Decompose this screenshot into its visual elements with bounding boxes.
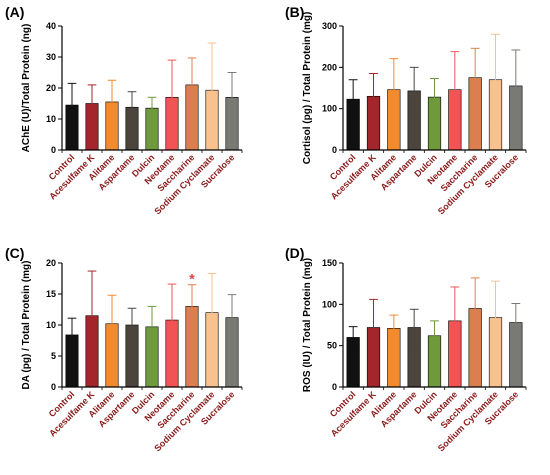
panel-letter: (B): [285, 4, 304, 20]
y-tick-label: 0: [332, 382, 337, 392]
chart-panel-4: (D)ROS (IU) / Total Protein (mg)ControlA…: [285, 245, 527, 453]
panel-letter: (A): [5, 4, 24, 20]
chart-panel-2: (B)Cortisol (pg) / Total Protein (mg)Con…: [285, 4, 527, 216]
chart-panel-1: (A)AChE (U)/Total Protein (ng)ControlAce…: [5, 4, 243, 216]
y-tick-label: 40: [46, 21, 56, 31]
y-tick-label: 20: [46, 258, 56, 268]
y-tick-label: 50: [327, 341, 337, 351]
y-axis-title: ROS (IU) / Total Protein (mg): [302, 258, 313, 392]
y-tick-label: 100: [322, 104, 337, 114]
y-tick-label: 0: [51, 145, 56, 155]
y-tick-label: 10: [46, 320, 56, 330]
chart-panel-3: (C)DA (pg) / Total Protein (mg)ControlAc…: [5, 245, 243, 453]
y-axis-title: Cortisol (pg) / Total Protein (mg): [302, 12, 313, 165]
y-tick-label: 200: [322, 62, 337, 72]
y-tick-label: 100: [322, 299, 337, 309]
y-tick-label: 15: [46, 289, 56, 299]
y-tick-label: 300: [322, 21, 337, 31]
y-tick-label: 20: [46, 83, 56, 93]
y-tick-label: 30: [46, 52, 56, 62]
panel-letter: (C): [5, 245, 24, 261]
y-tick-label: 150: [322, 258, 337, 268]
y-axis-title: AChE (U)/Total Protein (ng): [21, 24, 32, 153]
y-tick-label: 10: [46, 114, 56, 124]
panel-letter: (D): [285, 245, 304, 261]
y-axis-title: DA (pg) / Total Protein (mg): [21, 261, 32, 390]
significance-mark: *: [189, 271, 195, 287]
y-tick-label: 0: [51, 382, 56, 392]
y-tick-label: 0: [332, 145, 337, 155]
y-tick-label: 5: [51, 351, 56, 361]
